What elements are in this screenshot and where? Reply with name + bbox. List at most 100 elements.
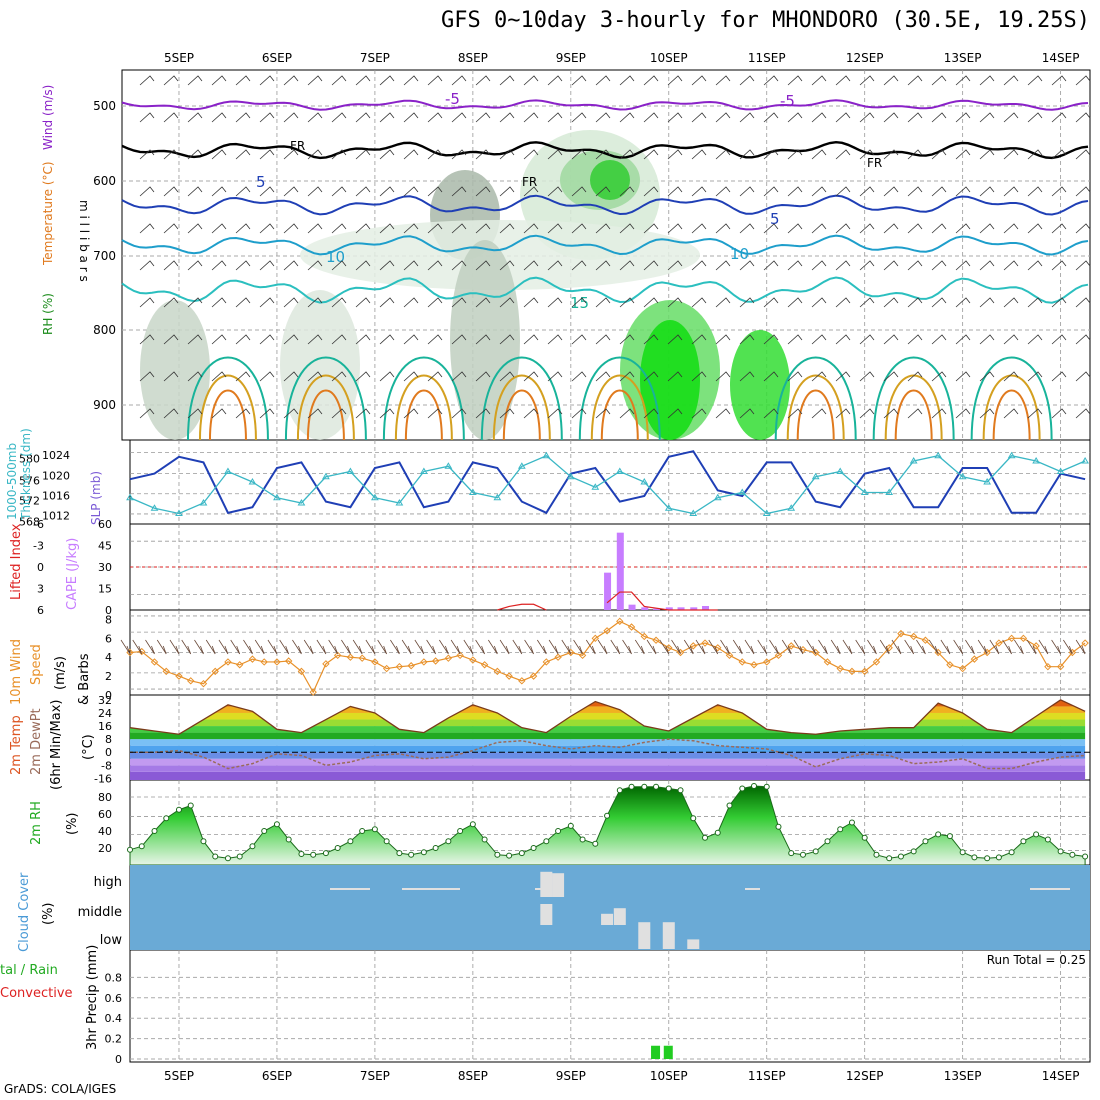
wind-barb bbox=[379, 149, 395, 160]
wind-speed-marker bbox=[493, 667, 502, 676]
wind-barb bbox=[283, 112, 299, 123]
wind-barb bbox=[739, 149, 755, 160]
li-tick: -6 bbox=[33, 518, 44, 531]
rh-marker bbox=[641, 783, 648, 790]
cape-bar bbox=[690, 607, 698, 610]
wind-barb bbox=[763, 112, 779, 123]
wind-speed-marker bbox=[714, 644, 722, 652]
rh-marker bbox=[1033, 831, 1040, 838]
wind-barb bbox=[955, 75, 971, 86]
temp-band bbox=[130, 699, 1086, 707]
temp-units-label: (°C) bbox=[81, 734, 96, 760]
wind-speed-marker bbox=[578, 651, 587, 660]
wind-barb bbox=[355, 334, 371, 345]
temp-band bbox=[130, 752, 1086, 759]
time-label-bottom: 11SEP bbox=[748, 1069, 786, 1083]
temp-contour-arch bbox=[492, 374, 551, 441]
wind-barb bbox=[403, 408, 419, 419]
wind-barb bbox=[1027, 334, 1043, 345]
wind-barb bbox=[683, 639, 694, 655]
wind-barb bbox=[355, 112, 371, 123]
wind-barb bbox=[547, 408, 563, 419]
time-label-bottom: 9SEP bbox=[556, 1069, 586, 1083]
temp-band bbox=[130, 758, 1086, 766]
wind-barb bbox=[163, 112, 179, 123]
temp-tick: 32 bbox=[98, 694, 112, 707]
wind-speed-marker bbox=[518, 677, 526, 685]
wind-speed-marker bbox=[701, 639, 709, 647]
time-label-top: 10SEP bbox=[650, 51, 688, 65]
cloud-trace bbox=[1030, 888, 1070, 890]
rh-marker bbox=[334, 845, 341, 851]
wind-barb bbox=[667, 149, 683, 160]
wind-barb bbox=[1051, 639, 1061, 655]
wind-barb bbox=[475, 112, 491, 123]
wind-barb bbox=[307, 75, 323, 86]
wind-barb bbox=[643, 149, 659, 160]
wind-speed-marker bbox=[591, 634, 600, 643]
wind-barb bbox=[475, 408, 491, 419]
wind-speed-marker bbox=[1044, 662, 1052, 671]
thickness-marker bbox=[1032, 457, 1041, 464]
wind-barb bbox=[715, 186, 731, 197]
time-label-bottom: 7SEP bbox=[360, 1069, 390, 1083]
wind-barb bbox=[859, 112, 875, 123]
wind-barb bbox=[523, 75, 539, 86]
wind-barb bbox=[355, 260, 371, 271]
rh-marker bbox=[151, 828, 158, 834]
wind-barb bbox=[379, 75, 395, 86]
rh-marker bbox=[935, 831, 942, 838]
wind-barb bbox=[139, 112, 155, 123]
cloud-bar-low bbox=[687, 939, 700, 949]
thickness-marker bbox=[836, 467, 845, 474]
li-label: Lifted Index bbox=[9, 523, 24, 600]
wind-barb bbox=[1003, 408, 1019, 419]
wind-barb bbox=[931, 408, 947, 419]
wind-barb bbox=[499, 408, 515, 419]
wind-barb bbox=[235, 260, 251, 271]
wind-speed-marker bbox=[921, 636, 930, 644]
wind-barb bbox=[379, 408, 395, 419]
wind-barb bbox=[763, 223, 779, 234]
wind-barb bbox=[715, 334, 731, 345]
wind-barb bbox=[450, 639, 461, 655]
wind-barb bbox=[211, 149, 227, 160]
wind-barb bbox=[787, 260, 803, 271]
thickness-tick: 572 bbox=[19, 494, 40, 507]
wind-speed-marker bbox=[346, 653, 355, 661]
precip-tick: 0.4 bbox=[105, 1012, 123, 1025]
wind-speed-marker bbox=[382, 664, 391, 673]
cloud-trace bbox=[402, 888, 460, 890]
wind-barb bbox=[403, 297, 419, 308]
contour-label-minus5: -5 bbox=[780, 92, 795, 110]
wind-speed-marker bbox=[823, 658, 832, 666]
wind-barb bbox=[739, 112, 755, 123]
temp-line bbox=[129, 699, 1086, 735]
wind-barb bbox=[595, 260, 611, 271]
wind-barb bbox=[401, 639, 412, 655]
wind-barb bbox=[523, 186, 539, 197]
wind-barb bbox=[307, 260, 323, 271]
wind-barb bbox=[427, 371, 443, 382]
wind-barb bbox=[211, 75, 227, 86]
wind-barb bbox=[1027, 149, 1043, 160]
wind-barb bbox=[595, 408, 611, 419]
chart-title: GFS 0~10day 3-hourly for MHONDORO (30.5E… bbox=[440, 8, 1090, 33]
wind-barb bbox=[427, 260, 443, 271]
rh-marker bbox=[200, 838, 207, 845]
wind-barb bbox=[139, 297, 155, 308]
rh-tick: 20 bbox=[98, 842, 112, 855]
wind-barb bbox=[547, 186, 563, 197]
wind-speed-marker bbox=[885, 644, 893, 652]
wind-barb bbox=[1003, 75, 1019, 86]
wind-barb bbox=[787, 112, 803, 123]
thickness-tick: 576 bbox=[19, 474, 40, 487]
wind-barb bbox=[787, 408, 803, 419]
wind-barb bbox=[259, 186, 275, 197]
wind-barb bbox=[403, 260, 419, 271]
rh-marker bbox=[359, 828, 366, 834]
temp-contour-arch bbox=[872, 356, 955, 441]
cloud-trace bbox=[745, 888, 760, 890]
cloud-bar-low bbox=[638, 925, 651, 949]
wind-barb bbox=[667, 371, 683, 382]
